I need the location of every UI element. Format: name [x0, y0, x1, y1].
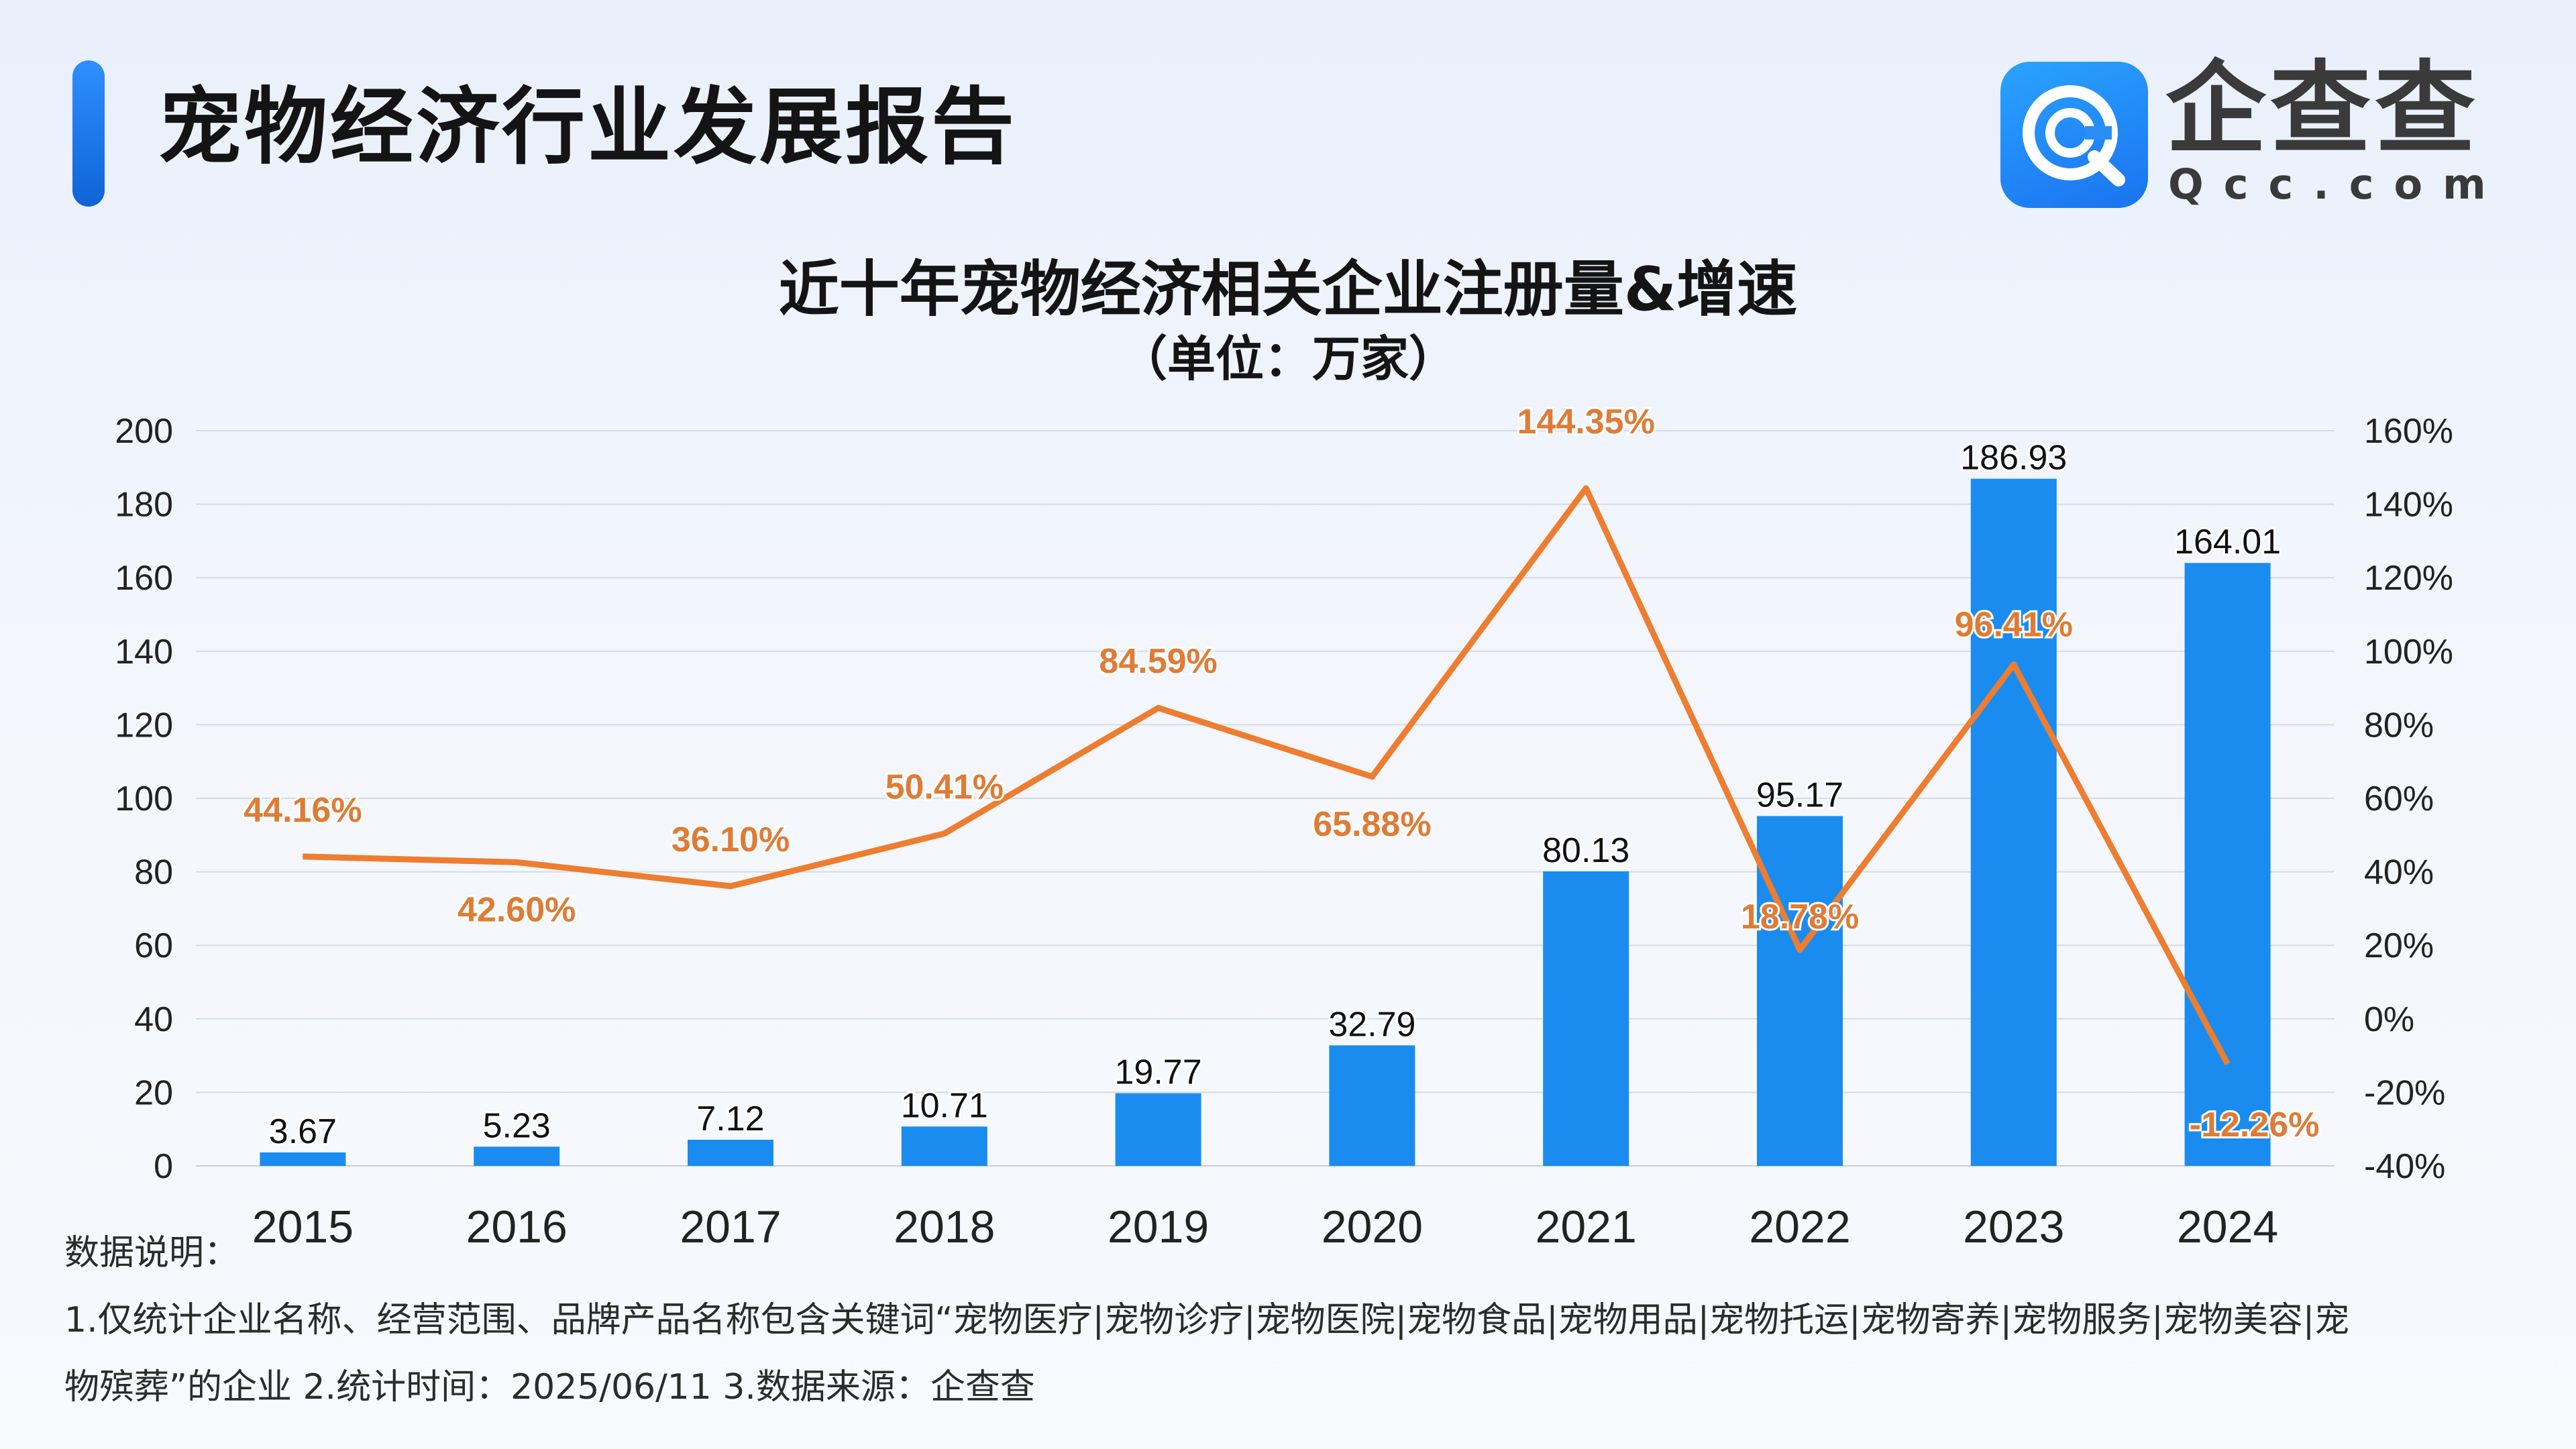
x-tick-label: 2015 — [252, 1201, 354, 1252]
title-accent-bar — [72, 60, 105, 207]
bar — [1329, 1045, 1415, 1166]
growth-line — [303, 485, 2231, 1066]
growth-point — [1371, 775, 1373, 777]
right-tick-label: -20% — [2364, 1073, 2445, 1112]
bar — [1543, 871, 1629, 1166]
x-tick-label: 2020 — [1322, 1201, 1423, 1252]
bar — [1115, 1093, 1201, 1166]
right-tick-label: 60% — [2364, 780, 2434, 818]
bar-value-labels: 3.67 5.23 7.12 10.71 19.77 32.79 80.13 95.17 186… — [267, 437, 2283, 1153]
left-tick-label: 40 — [134, 1000, 173, 1039]
growth-point — [302, 855, 304, 857]
bar-value-label: 5.23 — [483, 1106, 551, 1145]
bar — [688, 1139, 773, 1166]
right-tick-label: 120% — [2364, 559, 2453, 598]
bar-value-label: 3.67 — [269, 1112, 337, 1151]
growth-value-label: -12.26% — [2190, 1106, 2320, 1144]
bar — [1757, 816, 1843, 1166]
right-tick-label: 160% — [2364, 412, 2453, 451]
x-tick-label: 2021 — [1536, 1201, 1637, 1252]
bar-value-label: 10.71 — [901, 1086, 988, 1125]
left-tick-label: 20 — [134, 1073, 173, 1112]
left-y-axis: 0 20 40 60 80 100 120 140 160 180 200 — [115, 412, 173, 1186]
chart-subtitle: （单位：万家） — [1118, 331, 1457, 387]
x-tick-label: 2023 — [1963, 1201, 2064, 1252]
growth-value-label: 65.88% — [1313, 805, 1431, 844]
bar — [901, 1126, 987, 1166]
growth-value-label: 18.78% — [1741, 898, 1859, 936]
left-tick-label: 140 — [115, 633, 173, 672]
bar-value-label: 80.13 — [1542, 831, 1629, 870]
chart-title: 近十年宠物经济相关企业注册量&增速 — [778, 254, 1798, 325]
left-tick-label: 180 — [115, 486, 173, 525]
growth-point — [1157, 707, 1159, 709]
growth-point — [730, 885, 731, 887]
left-tick-label: 200 — [115, 412, 173, 451]
right-tick-label: 140% — [2364, 486, 2453, 525]
growth-value-label: 44.16% — [244, 791, 362, 830]
bar — [260, 1152, 346, 1166]
growth-line-series — [302, 485, 2231, 1066]
growth-value-label: 42.60% — [458, 890, 576, 929]
notes-line-2: 物殡葬”的企业 2.统计时间：2025/06/11 3.数据来源：企查查 — [64, 1367, 1035, 1407]
growth-value-labels: 44.16% 42.60% 36.10% 50.41% 84.59% 65.88% 144.… — [241, 400, 2321, 1146]
growth-point — [1799, 949, 1801, 951]
right-tick-label: 40% — [2364, 853, 2434, 892]
logo-text-cn: 企查查 — [2165, 51, 2480, 168]
logo-text-en: Qcc.com — [2168, 160, 2506, 209]
left-tick-label: 160 — [115, 559, 173, 598]
right-tick-label: 0% — [2364, 1000, 2414, 1039]
bar-value-label: 19.77 — [1115, 1053, 1202, 1092]
right-tick-label: 20% — [2364, 926, 2434, 965]
x-tick-label: 2018 — [894, 1201, 995, 1252]
growth-point — [943, 833, 945, 835]
bar-value-label: 95.17 — [1756, 775, 1843, 814]
x-tick-label: 2016 — [466, 1201, 568, 1252]
bar-value-label: 164.01 — [2174, 523, 2281, 561]
bar-value-label: 7.12 — [696, 1099, 764, 1138]
left-tick-label: 80 — [134, 853, 173, 892]
growth-point — [1585, 487, 1587, 489]
left-tick-label: 60 — [134, 926, 173, 965]
right-tick-label: -40% — [2364, 1147, 2445, 1186]
x-tick-label: 2022 — [1749, 1201, 1850, 1252]
right-y-axis: -40% -20% 0% 20% 40% 60% 80% 100% 120% 140% 160% — [2364, 412, 2453, 1186]
qcc-logo — [2000, 62, 2148, 208]
bar — [474, 1146, 560, 1166]
x-tick-label: 2019 — [1108, 1201, 1209, 1252]
growth-value-label: 50.41% — [885, 768, 1004, 807]
left-tick-label: 100 — [115, 780, 173, 818]
x-axis: 2015 2016 2017 2018 2019 2020 2021 2022 2023 2024 — [252, 1201, 2278, 1252]
right-tick-label: 80% — [2364, 706, 2434, 745]
growth-value-label: 144.35% — [1517, 402, 1655, 441]
left-tick-label: 0 — [154, 1147, 173, 1186]
growth-value-label: 96.41% — [1955, 605, 2073, 644]
growth-point — [516, 861, 518, 863]
growth-value-label: 36.10% — [672, 820, 790, 859]
growth-point — [2012, 663, 2015, 665]
bar — [2184, 563, 2271, 1166]
growth-point — [2226, 1063, 2229, 1065]
x-tick-label: 2017 — [680, 1201, 781, 1252]
bar-series — [260, 478, 2271, 1167]
left-tick-label: 120 — [115, 706, 173, 745]
qcc-logo-icon — [2023, 85, 2125, 186]
growth-value-label: 84.59% — [1099, 642, 1217, 681]
bar — [1970, 478, 2057, 1167]
x-tick-label: 2024 — [2177, 1201, 2278, 1252]
notes-heading: 数据说明： — [64, 1233, 239, 1273]
data-notes: 数据说明： 1.仅统计企业名称、经营范围、品牌产品名称包含关键词“宠物医疗|宠物… — [64, 1220, 2533, 1421]
report-title: 宠物经济行业发展报告 — [158, 79, 1018, 176]
notes-line-1: 1.仅统计企业名称、经营范围、品牌产品名称包含关键词“宠物医疗|宠物诊疗|宠物医… — [64, 1300, 2350, 1340]
bar-value-label: 186.93 — [1960, 439, 2067, 478]
bar-value-label: 32.79 — [1328, 1005, 1415, 1044]
right-tick-label: 100% — [2364, 633, 2453, 672]
